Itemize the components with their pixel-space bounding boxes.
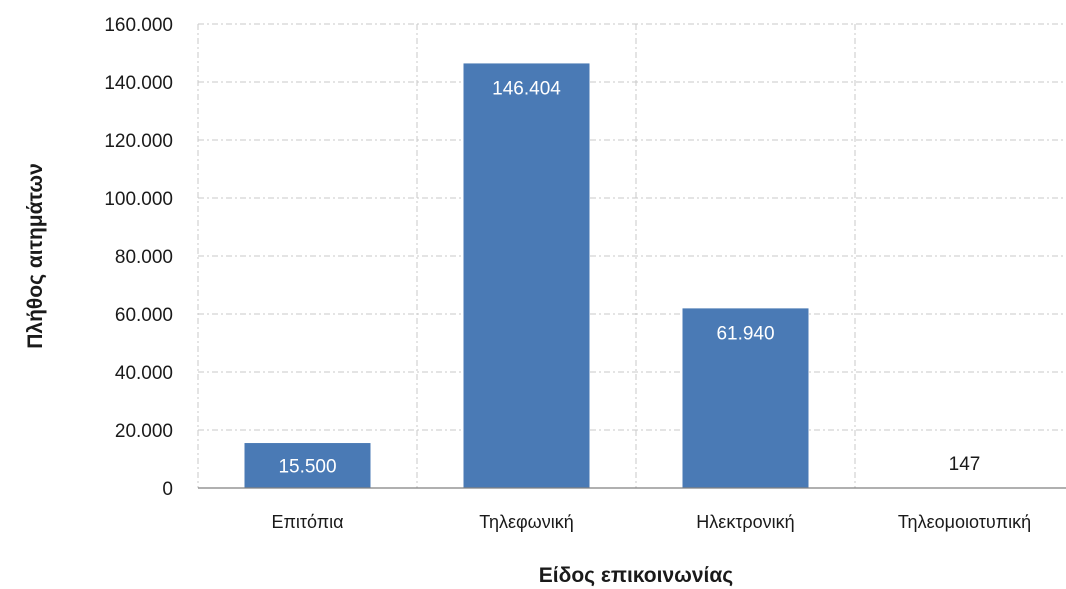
y-axis-title: Πλήθος αιτημάτων: [24, 163, 47, 349]
x-tick-label: Ηλεκτρονική: [696, 512, 794, 532]
x-tick-label: Τηλεφωνική: [479, 512, 573, 532]
bar: [463, 63, 590, 488]
y-tick-label: 20.000: [115, 421, 173, 442]
y-tick-label: 80.000: [115, 247, 173, 268]
bar: [244, 443, 371, 488]
y-tick-label: 40.000: [115, 363, 173, 384]
bar: [682, 308, 809, 488]
data-label: 146.404: [492, 78, 561, 99]
labels: Επιτόπια 15.500 Τηλεφωνική 146.404 Ηλεκτρονι…: [271, 78, 1031, 532]
axes: 0 20.000 40.000 60.000 80.000 100.000 120.000 1…: [104, 15, 1066, 500]
y-tick-label: 120.000: [104, 131, 173, 152]
x-tick-label: Επιτόπια: [271, 512, 343, 532]
data-label: 147: [949, 454, 981, 475]
y-tick-label: 160.000: [104, 15, 173, 36]
grid: [197, 23, 1066, 488]
x-tick-label: Τηλεομοιοτυπική: [898, 512, 1031, 532]
y-tick-label: 0: [162, 479, 173, 500]
x-axis-title: Είδος επικοινωνίας: [539, 564, 734, 587]
y-tick-label: 60.000: [115, 305, 173, 326]
y-tick-label: 100.000: [104, 189, 173, 210]
data-label: 15.500: [278, 457, 336, 478]
bars: [244, 63, 1028, 489]
data-label: 61.940: [716, 323, 774, 344]
y-tick-label: 140.000: [104, 73, 173, 94]
